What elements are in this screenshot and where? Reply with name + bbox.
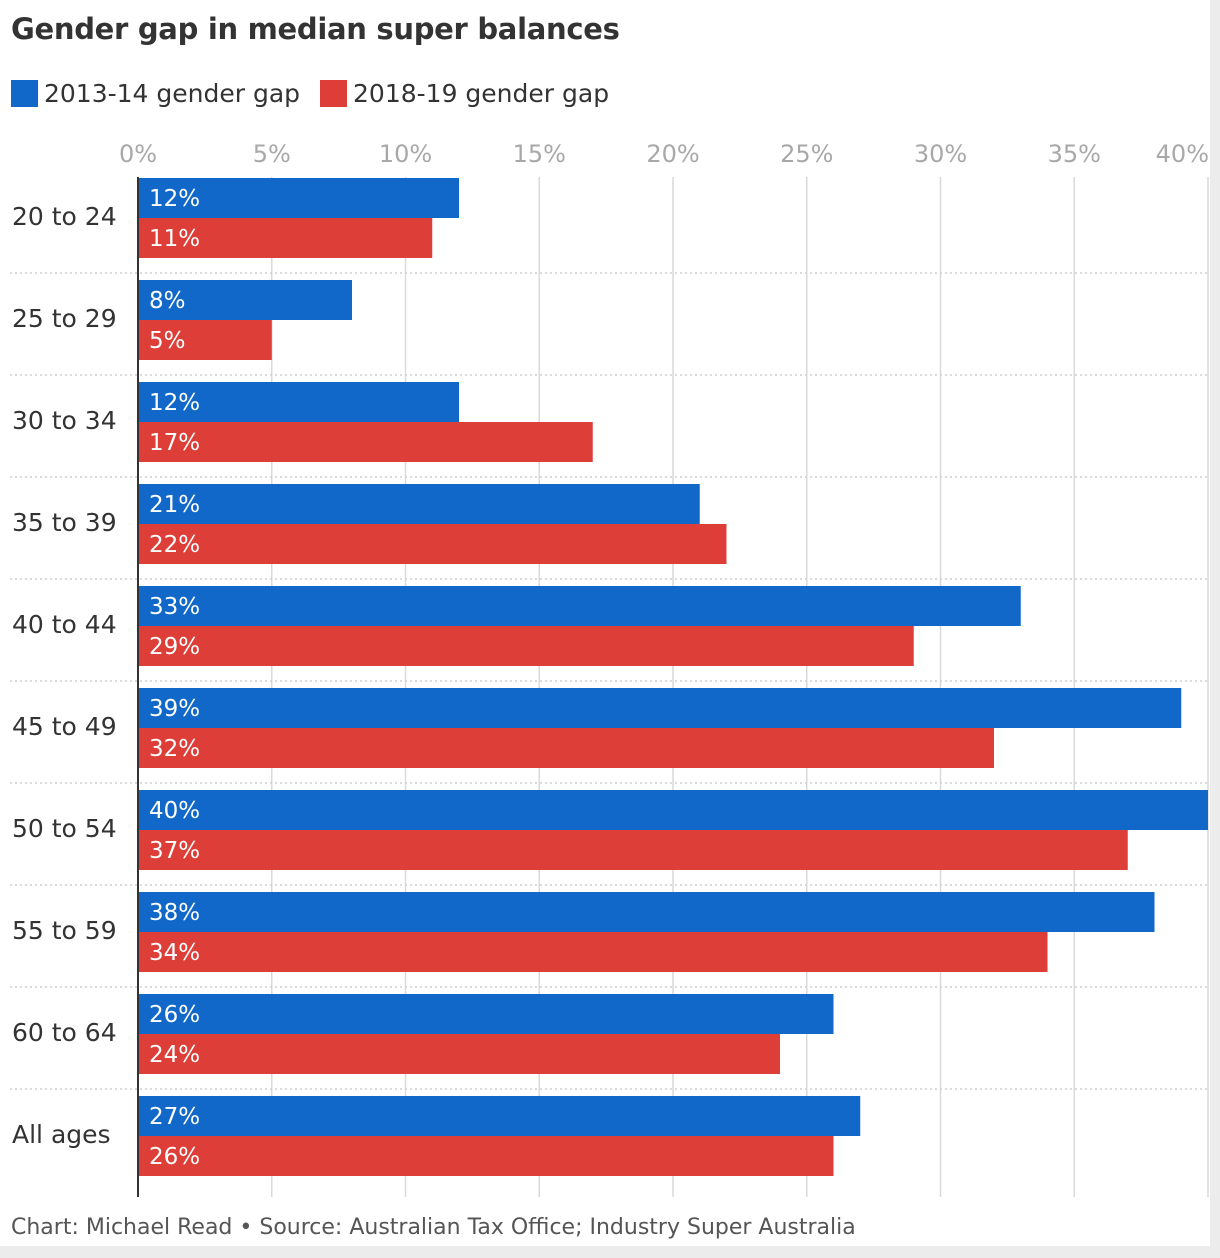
bar-2013-14-9 (138, 1096, 861, 1136)
tick-label-0: 0% (119, 140, 157, 168)
legend: 2013-14 gender gap 2018-19 gender gap (11, 77, 629, 109)
tick-label-5: 5% (253, 140, 291, 168)
bar-2013-14-3 (138, 484, 700, 524)
bar-2013-14-4 (138, 586, 1021, 626)
bar-2013-14-0 (138, 178, 459, 218)
category-label-6: 50 to 54 (12, 814, 117, 843)
bar-2018-19-7 (138, 932, 1048, 972)
bar-value-label-2018-19-3: 22% (149, 532, 200, 558)
bar-value-label-2018-19-5: 32% (149, 736, 200, 762)
category-label-8: 60 to 64 (12, 1018, 117, 1047)
bar-value-label-2018-19-4: 29% (149, 634, 200, 660)
category-label-1: 25 to 29 (12, 304, 117, 333)
tick-label-30: 30% (914, 140, 967, 168)
bar-2018-19-6 (138, 830, 1128, 870)
legend-swatch-2018-19 (320, 79, 348, 107)
tick-label-25: 25% (780, 140, 833, 168)
bar-2013-14-6 (138, 790, 1208, 830)
category-label-5: 45 to 49 (12, 712, 117, 741)
tick-label-10: 10% (379, 140, 432, 168)
bar-2018-19-5 (138, 728, 994, 768)
bar-value-label-2013-14-5: 39% (149, 696, 200, 722)
category-label-9: All ages (12, 1120, 111, 1149)
bar-value-label-2018-19-7: 34% (149, 940, 200, 966)
bar-2018-19-8 (138, 1034, 780, 1074)
bar-value-label-2018-19-2: 17% (149, 430, 200, 456)
tick-label-15: 15% (513, 140, 566, 168)
bar-value-label-2013-14-4: 33% (149, 594, 200, 620)
bar-2013-14-7 (138, 892, 1155, 932)
bar-value-label-2018-19-9: 26% (149, 1144, 200, 1170)
tick-label-20: 20% (646, 140, 699, 168)
legend-item-2013-14: 2013-14 gender gap (11, 79, 300, 108)
bar-value-label-2013-14-8: 26% (149, 1002, 200, 1028)
bar-2013-14-2 (138, 382, 459, 422)
chart-title: Gender gap in median super balances (11, 12, 620, 46)
legend-swatch-2013-14 (11, 79, 38, 107)
category-label-3: 35 to 39 (12, 508, 117, 537)
bar-2018-19-2 (138, 422, 593, 462)
bar-2018-19-9 (138, 1136, 834, 1176)
bar-value-label-2018-19-1: 5% (149, 328, 186, 354)
tick-label-35: 35% (1048, 140, 1101, 168)
bar-value-label-2018-19-8: 24% (149, 1042, 200, 1068)
category-label-2: 30 to 34 (12, 406, 117, 435)
legend-label-2013-14: 2013-14 gender gap (44, 78, 301, 108)
bars: 12% 11% 8% 5% 12% 17% 21% 22% 33% 29% 39% 32% 40% 37%… (138, 178, 1208, 1176)
bar-value-label-2013-14-2: 12% (149, 390, 200, 416)
category-label-7: 55 to 59 (12, 916, 117, 945)
bar-value-label-2018-19-6: 37% (149, 838, 200, 864)
bar-2013-14-5 (138, 688, 1182, 728)
legend-label-2018-19: 2018-19 gender gap (353, 78, 610, 108)
bar-2013-14-8 (138, 994, 834, 1034)
bar-2018-19-4 (138, 626, 914, 666)
bar-chart: 0% 5% 10% 15% 20% 25% 30% 35% 40% 12%11%8%5%12%1… (10, 140, 1209, 1197)
bar-value-label-2013-14-6: 40% (149, 798, 200, 824)
bar-value-label-2013-14-9: 27% (149, 1104, 200, 1130)
bar-value-label-2013-14-3: 21% (149, 492, 200, 518)
legend-item-2018-19: 2018-19 gender gap (320, 79, 609, 108)
bar-2018-19-3 (138, 524, 727, 564)
bar-value-label-2013-14-1: 8% (149, 288, 186, 314)
category-labels: 20 to 24 25 to 29 30 to 34 35 to 39 40 to 44… (12, 202, 117, 1149)
source-credit: Chart: Michael Read • Source: Australian… (11, 1215, 856, 1240)
bar-2018-19-0 (138, 218, 433, 258)
tick-label-40: 40% (1156, 140, 1209, 168)
category-label-4: 40 to 44 (12, 610, 117, 639)
bar-value-label-2018-19-0: 11% (149, 226, 200, 252)
grid-layer (271, 177, 1209, 1197)
bar-value-label-2013-14-7: 38% (149, 900, 200, 926)
category-label-0: 20 to 24 (12, 202, 117, 231)
x-axis-ticks: 0% 5% 10% 15% 20% 25% 30% 35% 40% (119, 140, 1209, 168)
bar-value-label-2013-14-0: 12% (149, 186, 200, 212)
bar-2018-19-1 (138, 320, 272, 360)
bar-2013-14-1 (138, 280, 352, 320)
